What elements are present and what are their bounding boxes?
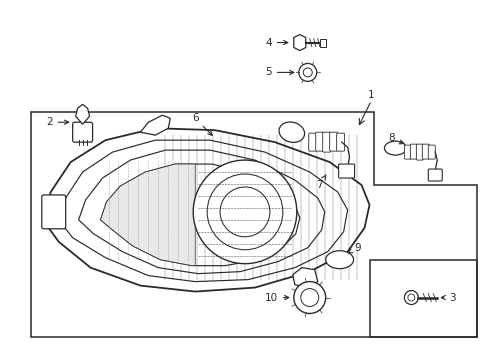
Text: 10: 10 [264, 293, 288, 302]
Polygon shape [76, 104, 89, 124]
FancyBboxPatch shape [422, 144, 428, 159]
Text: 4: 4 [264, 37, 287, 48]
FancyBboxPatch shape [73, 122, 92, 142]
FancyBboxPatch shape [404, 145, 410, 159]
Polygon shape [101, 164, 195, 266]
FancyBboxPatch shape [336, 133, 344, 151]
Ellipse shape [384, 141, 406, 155]
FancyBboxPatch shape [329, 132, 337, 151]
FancyBboxPatch shape [319, 39, 325, 46]
Text: 1: 1 [367, 90, 373, 100]
Circle shape [193, 160, 296, 264]
FancyBboxPatch shape [427, 145, 434, 159]
Polygon shape [292, 268, 317, 288]
FancyBboxPatch shape [315, 132, 323, 151]
Ellipse shape [279, 122, 304, 142]
Text: 7: 7 [316, 175, 325, 190]
Circle shape [404, 291, 417, 305]
Circle shape [298, 63, 316, 81]
FancyBboxPatch shape [308, 133, 316, 151]
FancyBboxPatch shape [322, 132, 330, 152]
Ellipse shape [325, 251, 353, 269]
Text: 3: 3 [440, 293, 455, 302]
Polygon shape [140, 115, 170, 135]
FancyBboxPatch shape [41, 195, 65, 229]
Polygon shape [42, 128, 369, 292]
FancyBboxPatch shape [409, 144, 416, 159]
Text: 2: 2 [46, 117, 68, 127]
FancyBboxPatch shape [415, 144, 423, 160]
Polygon shape [293, 35, 305, 50]
FancyBboxPatch shape [427, 169, 441, 181]
Text: 6: 6 [191, 113, 212, 135]
FancyBboxPatch shape [338, 164, 354, 178]
Text: 8: 8 [387, 133, 403, 144]
Text: 5: 5 [264, 67, 293, 77]
Text: 9: 9 [347, 243, 361, 253]
Circle shape [293, 282, 325, 314]
